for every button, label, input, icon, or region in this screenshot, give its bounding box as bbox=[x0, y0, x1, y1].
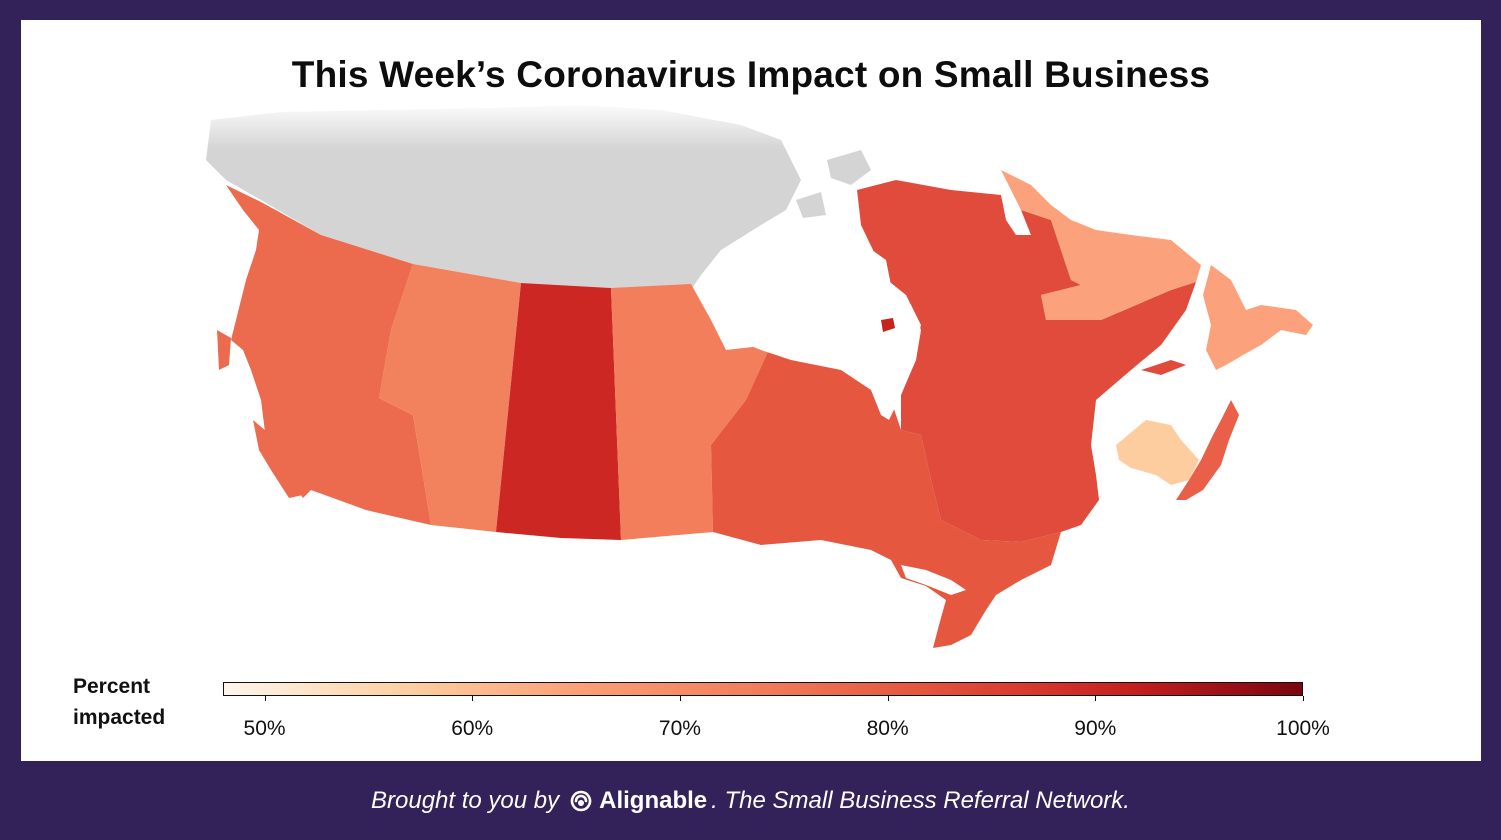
map-card: This Week’s Coronavirus Impact on Small … bbox=[21, 20, 1481, 761]
brand-name: Alignable bbox=[599, 786, 708, 814]
alignable-icon bbox=[570, 790, 592, 811]
region-saskatchewan bbox=[496, 283, 621, 540]
legend-tick-label: 100% bbox=[1276, 717, 1330, 740]
legend-tick-mark bbox=[472, 696, 474, 701]
region-ontario bbox=[711, 345, 1061, 648]
legend-label: Percent impacted bbox=[73, 671, 165, 733]
region-anticosti bbox=[1141, 360, 1186, 375]
region-new-brunswick bbox=[1116, 420, 1199, 485]
legend-tick-label: 80% bbox=[866, 717, 909, 740]
legend-color-bar bbox=[223, 682, 1303, 696]
legend-tick-label: 70% bbox=[658, 717, 701, 740]
legend-tick-label: 90% bbox=[1074, 717, 1117, 740]
legend-tick-mark bbox=[887, 696, 889, 701]
footer-suffix: . The Small Business Referral Network. bbox=[711, 786, 1130, 814]
legend-tick-label: 50% bbox=[243, 717, 286, 740]
region-quebec bbox=[857, 180, 1196, 542]
legend-tick-mark bbox=[264, 696, 266, 701]
footer-prefix: Brought to you by bbox=[371, 786, 560, 814]
region-manitoba bbox=[611, 284, 771, 540]
footer: Brought to you by Alignable . The Small … bbox=[0, 761, 1501, 840]
region-newfoundland-labrador bbox=[1001, 170, 1313, 370]
region-alberta bbox=[379, 264, 521, 532]
hudson-bay bbox=[711, 235, 921, 420]
lake-superior bbox=[901, 565, 966, 595]
legend-tick-mark bbox=[679, 696, 681, 701]
brand-logo: Alignable bbox=[569, 787, 707, 815]
legend-label-line1: Percent bbox=[73, 675, 151, 698]
legend-tick-label: 60% bbox=[451, 717, 494, 740]
legend-tick-mark bbox=[1303, 696, 1304, 701]
region-british-columbia bbox=[217, 185, 431, 525]
region-nova-scotia bbox=[1176, 400, 1239, 500]
legend-label-line2: impacted bbox=[73, 706, 166, 729]
canada-map bbox=[206, 100, 1316, 648]
akimiski-island bbox=[881, 318, 895, 332]
page-title: This Week’s Coronavirus Impact on Small … bbox=[291, 54, 1211, 95]
legend-tick-mark bbox=[1095, 696, 1097, 701]
